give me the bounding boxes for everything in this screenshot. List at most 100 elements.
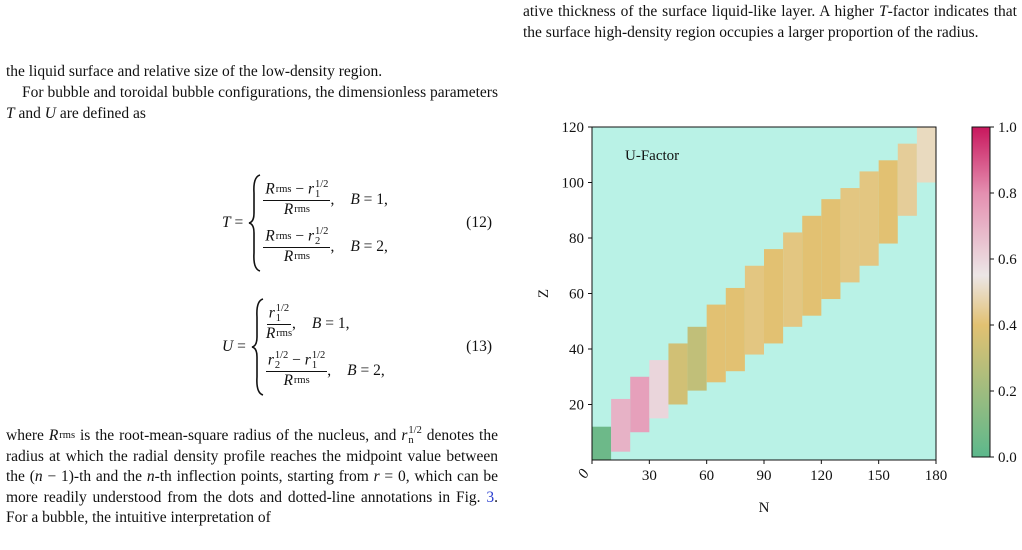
math-symbol: r <box>307 227 315 245</box>
subscript: rms <box>275 231 292 242</box>
text: . For a bubble, the intuitive interpreta… <box>6 488 498 527</box>
script: 1/2 1 <box>315 179 329 200</box>
brace <box>251 298 264 396</box>
heatmap-cell <box>592 426 612 460</box>
brace <box>249 174 261 272</box>
math-symbol: R <box>283 201 294 218</box>
subscript: n <box>408 435 414 447</box>
math-symbol: B <box>347 361 357 379</box>
colorbar-tick-label: 0.2 <box>998 384 1017 400</box>
heatmap-cell <box>897 143 917 216</box>
script: rms <box>59 430 76 442</box>
punctuation: , <box>292 314 296 332</box>
script: rms <box>294 252 310 263</box>
text: denotes the radius at which the radial d… <box>6 427 498 485</box>
punctuation: , <box>330 190 335 208</box>
colorbar-tick-label: 1.0 <box>998 120 1017 136</box>
math-symbol: R <box>265 180 275 198</box>
y-tick-label: 100 <box>562 176 585 192</box>
x-tick-label: 90 <box>757 468 772 484</box>
heatmap-cell <box>687 326 707 391</box>
script: rms <box>276 328 293 340</box>
subscript: 1 <box>275 313 281 324</box>
superscript: 1/2 <box>315 179 329 190</box>
heatmap-cell <box>764 249 784 344</box>
math-symbol: B <box>350 190 360 208</box>
heatmap-cell <box>878 160 898 244</box>
heatmap-cell <box>649 360 669 419</box>
y-axis-label: Z <box>536 289 552 298</box>
condition: B = 1, <box>312 315 350 333</box>
math-symbol: r <box>268 304 275 322</box>
punctuation: , <box>330 237 335 255</box>
x-tick-label: 150 <box>867 468 890 484</box>
colorbar-tick-label: 0.8 <box>998 186 1017 202</box>
heatmap-cell <box>744 265 764 355</box>
text: = <box>233 338 246 355</box>
colorbar-tick-label: 0.0 <box>998 450 1017 466</box>
colorbar-tick-label: 0.6 <box>998 252 1017 268</box>
numerator: r 1/2 2 − r 1/2 1 <box>265 350 328 372</box>
text: = 1, <box>359 190 388 208</box>
subscript: 2 <box>315 236 321 247</box>
text: is the root-mean-square radius of the nu… <box>75 427 402 444</box>
math-symbol: r <box>307 180 315 198</box>
reference: 3 <box>486 488 495 506</box>
math-symbol: U <box>44 104 56 122</box>
y-tick-label: 80 <box>569 231 584 247</box>
superscript: 1/2 <box>315 226 329 237</box>
paragraph: ative thickness of the surface liquid-li… <box>523 2 1017 43</box>
x-tick-label: 180 <box>925 468 948 484</box>
punctuation: , <box>327 361 332 379</box>
script: 1/2 2 <box>274 350 289 371</box>
y-tick-label: 40 <box>569 342 584 358</box>
script: 1/2 n <box>408 426 421 447</box>
subscript: 1 <box>311 360 318 371</box>
condition: B = 1, <box>350 191 388 209</box>
script: 1/2 1 <box>311 350 325 371</box>
text: = 2, <box>356 361 385 379</box>
text: ative thickness of the surface liquid-li… <box>523 3 879 20</box>
heatmap-cell <box>783 232 803 327</box>
text: − 1)-th and the <box>42 468 147 485</box>
heatmap-cell <box>802 215 822 316</box>
math-symbol: T <box>878 3 888 20</box>
text: = 1, <box>321 314 350 332</box>
math-symbol: B <box>311 314 322 332</box>
text: -th inflection points, starting from <box>154 468 374 485</box>
equation-lhs: T = <box>222 214 243 232</box>
x-tick-label: 60 <box>699 468 714 484</box>
x-tick-label: 120 <box>810 468 833 484</box>
text: -factor indicates that the surface high-… <box>523 3 1017 41</box>
subscript: rms <box>275 184 292 195</box>
condition: B = 2, <box>347 362 385 380</box>
subscript: rms <box>59 430 76 442</box>
heatmap-cell <box>706 304 726 383</box>
equation-lhs: U = <box>222 338 246 356</box>
heatmap-cell <box>630 376 650 433</box>
text: For bubble and toroidal bubble configura… <box>22 84 498 101</box>
equation-number: (12) <box>466 214 492 231</box>
heatmap-cell <box>916 127 936 183</box>
heatmap-cell <box>840 188 860 283</box>
math-symbol: T <box>6 104 15 122</box>
text: where <box>6 427 49 444</box>
math-symbol: U <box>222 338 234 355</box>
heatmap-cell <box>668 343 688 405</box>
math-symbol: r <box>401 427 408 444</box>
subscript: rms <box>276 328 293 340</box>
math-symbol: R <box>283 248 294 265</box>
superscript: 1/2 <box>274 350 289 361</box>
text: the liquid surface and relative size of … <box>6 63 383 80</box>
script: rms <box>275 184 292 195</box>
y-tick-label: 20 <box>569 398 584 414</box>
